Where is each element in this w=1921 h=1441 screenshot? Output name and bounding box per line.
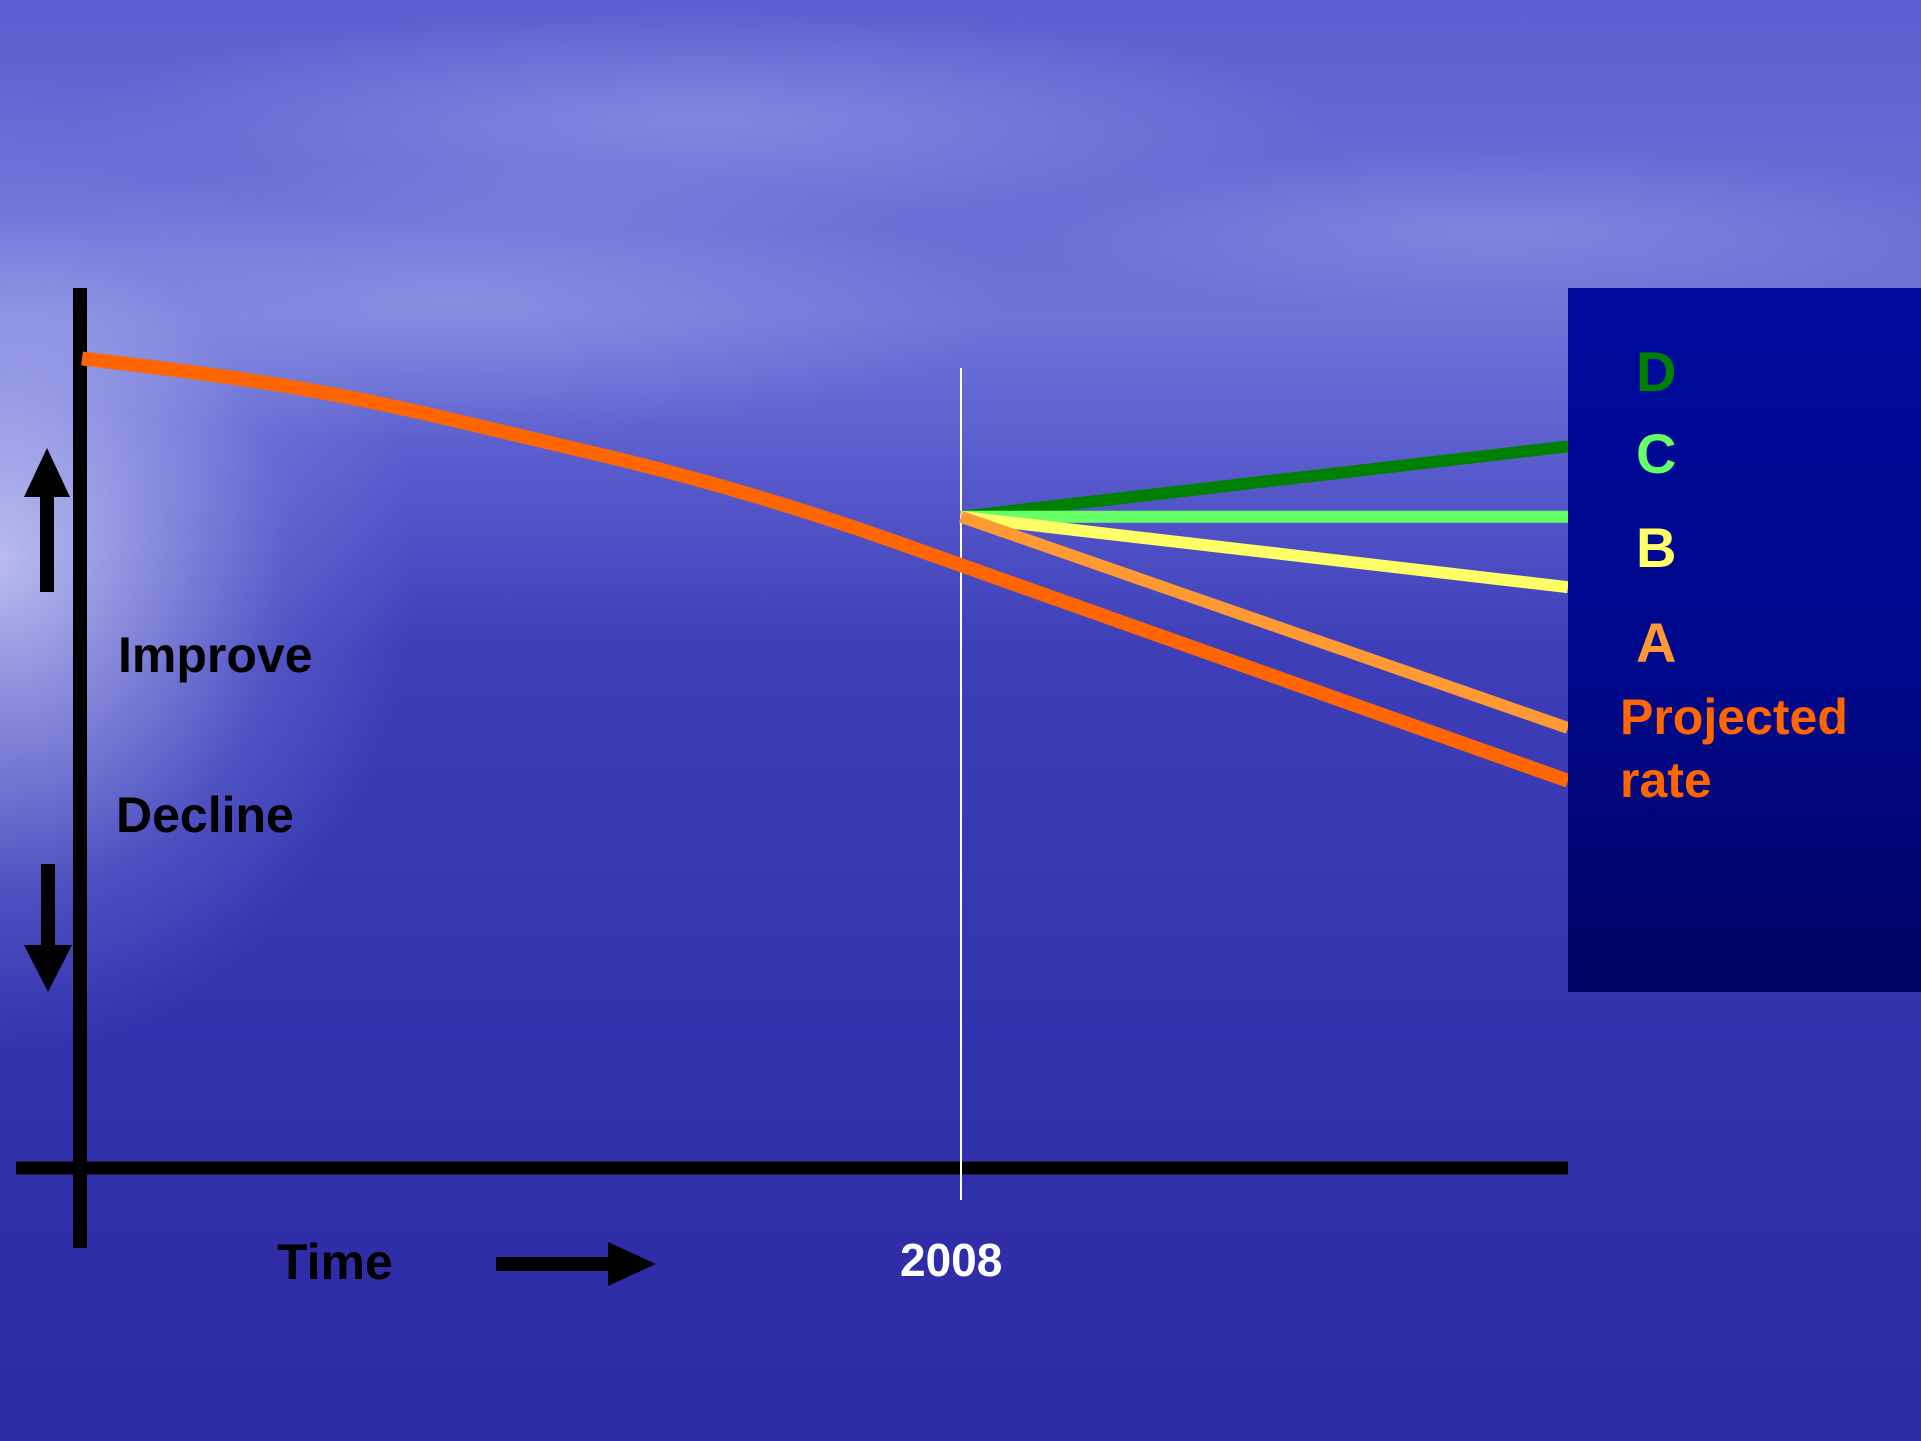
right-arrow-icon <box>496 1242 656 1286</box>
legend-label-d: D <box>1636 340 1677 403</box>
down-arrow-icon <box>24 864 72 992</box>
y-label-decline: Decline <box>116 787 294 843</box>
series-layer <box>81 351 1571 788</box>
legend-label-a: A <box>1636 611 1677 674</box>
legend-label-projected: Projected <box>1620 689 1848 745</box>
series-line-projected-rate <box>81 351 1571 788</box>
marker-label-2008: 2008 <box>900 1234 1003 1286</box>
legend-label-b: B <box>1636 516 1677 579</box>
legend-panel <box>1568 288 1921 992</box>
legend-label-rate: rate <box>1620 752 1712 808</box>
legend-label-c: C <box>1636 422 1677 485</box>
up-arrow-icon <box>24 448 70 592</box>
y-label-improve: Improve <box>118 627 313 683</box>
series-line-b <box>960 510 1569 594</box>
series-line-a <box>959 511 1570 734</box>
series-line-d <box>960 440 1569 523</box>
x-axis-label: Time <box>277 1234 393 1290</box>
